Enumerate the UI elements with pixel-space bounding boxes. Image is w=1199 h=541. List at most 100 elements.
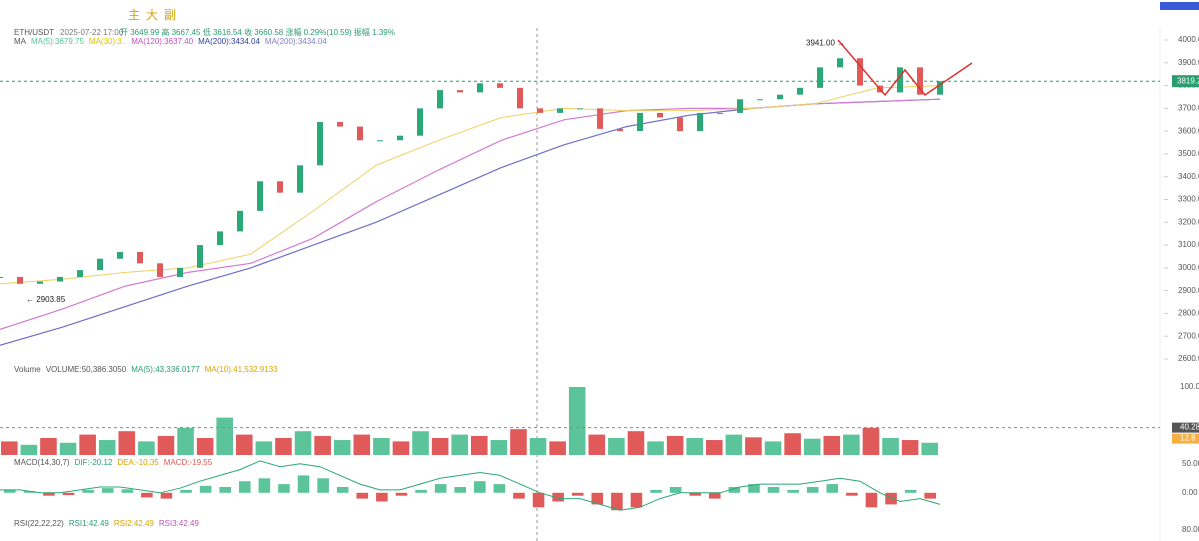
macd-bar [728,487,741,493]
candle [237,210,243,232]
legend-item: VOLUME:50,386.3050 [46,365,127,374]
macd-bar [552,492,564,502]
volume-bar [588,434,606,455]
volume-bar [823,435,841,455]
candle [717,112,723,114]
candle [457,90,463,93]
button[interactable] [1160,2,1199,10]
macd-bar [689,492,701,496]
legend-item: MACD(14,30,7) [14,458,70,467]
legend-item: MA(5):43,336.0177 [131,365,200,374]
macd-bar [474,481,486,493]
candle [857,58,863,86]
candle [117,251,123,259]
candle [137,251,143,264]
time: 2025-07-22 17:00 [60,28,124,37]
volume-bar [725,434,743,455]
candle [77,270,83,277]
y-tick-label: 3300.00 [1178,195,1199,204]
legend-item: DEA:-10.35 [117,458,159,467]
y-tick-label: 0.00 [1182,488,1198,497]
legend-item: DIF:-20.12 [75,458,113,467]
candle [837,58,843,68]
macd-bar [62,492,75,496]
macd-bar [904,489,917,493]
candle [377,140,383,142]
tab[interactable]: 主 [128,8,140,22]
tab[interactable]: 副 [164,8,176,22]
macd-bar [806,487,819,493]
volume-bar [79,434,96,455]
candle [417,108,423,136]
tag [1172,433,1199,444]
macd-bar [650,489,662,493]
macd-bar [767,487,780,493]
y-tick-label: 2700.00 [1178,331,1199,340]
macd-bar [121,489,134,493]
macd-bar [376,492,388,502]
macd-bar [669,487,682,493]
macd-bar [513,492,525,499]
tab[interactable]: 大 [146,8,158,22]
macd-bar [630,492,643,508]
macd-bar [865,492,878,508]
macd-bar [434,484,447,493]
volume-bar [529,438,547,455]
volume-bar [471,435,488,455]
macd-bar [180,489,192,493]
volume-bar [608,438,625,455]
legend-item: MA(5):3679.75 [31,37,84,46]
macd-bar [591,492,604,505]
macd-bar [787,489,799,493]
volume-bar [59,442,77,455]
volume-bar [706,440,723,455]
candle [357,126,363,141]
volume-bar [373,438,390,455]
candle [757,99,763,101]
macd-bar [278,484,290,493]
drawing [837,39,973,97]
annotation: ← 2903.85 [26,295,66,304]
ma-line [0,98,941,346]
candle [477,83,483,93]
candle [637,112,643,132]
volume-bar [862,427,880,455]
ohlc: 开 3649.99 高 3667.45 低 3616.54 收 3660.58 … [120,27,395,37]
volume-bar [98,440,116,455]
ma-line [0,85,941,285]
macd-bar [219,487,231,493]
volume-bar [40,438,57,455]
candle [817,67,823,88]
volume-bar [882,438,899,455]
macd-bar [356,492,369,499]
volume-bar [216,417,233,455]
macd-bar [82,489,94,493]
volume-bar [294,431,312,455]
toolbar [0,0,1199,28]
candle [337,122,343,127]
candle [577,108,583,110]
macd-bar [317,478,329,493]
volume-bar [921,442,938,455]
candle [397,135,403,141]
volume-bar [196,438,214,455]
candle [97,258,103,271]
annotation: 3941.00 → [806,39,845,48]
candle [177,267,183,277]
legend-item: MA(200):3434.04 [198,37,260,46]
macd-bar [43,492,55,496]
legend-item: MA(120):3637.40 [131,37,193,46]
volume-bar [118,431,136,455]
macd-bar [297,475,310,493]
macd-bar [239,481,251,493]
tag-label: 12.8 [1180,434,1196,443]
legend-item: RSI(22,22,22) [14,519,64,528]
ma-line [0,98,941,330]
candle [697,112,703,132]
volume-bar [451,434,468,455]
volume-bar [177,427,194,455]
legend-item: MA(10):41,532.9133 [205,365,278,374]
price-tag [1172,75,1199,88]
candle [597,108,603,129]
macd-bar [571,492,584,496]
